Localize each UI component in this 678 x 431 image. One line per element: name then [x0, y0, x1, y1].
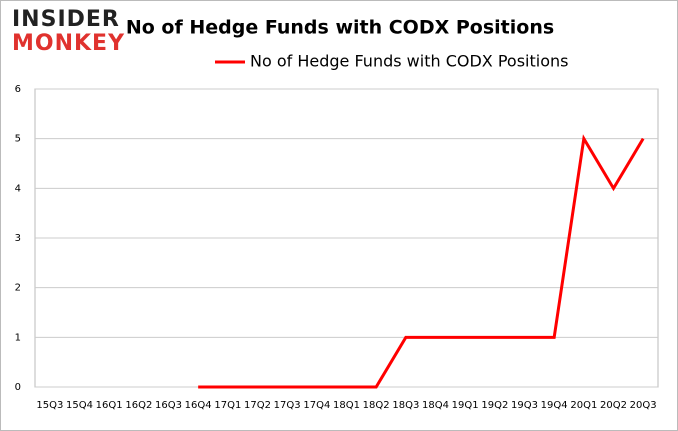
x-tick-label: 20Q2	[600, 400, 627, 411]
chart-title: No of Hedge Funds with CODX Positions	[126, 17, 554, 39]
x-tick-label: 16Q4	[185, 400, 212, 411]
x-tick-label: 15Q3	[36, 400, 63, 411]
x-tick-label: 17Q3	[274, 400, 301, 411]
y-tick-label: 2	[15, 283, 21, 294]
x-tick-label: 19Q3	[511, 400, 538, 411]
logo-line2: MONKEY	[12, 31, 125, 56]
legend-label: No of Hedge Funds with CODX Positions	[250, 52, 568, 71]
x-tick-label: 17Q4	[303, 400, 330, 411]
x-tick-label: 20Q3	[630, 400, 657, 411]
x-tick-label: 18Q1	[333, 400, 360, 411]
x-tick-label: 15Q4	[66, 400, 93, 411]
data-line	[198, 134, 645, 389]
x-tick-label: 18Q3	[392, 400, 419, 411]
x-tick-label: 16Q2	[125, 400, 152, 411]
y-tick-label: 0	[15, 382, 21, 393]
x-tick-label: 18Q2	[363, 400, 390, 411]
x-tick-label: 19Q4	[541, 400, 568, 411]
x-tick-label: 18Q4	[422, 400, 449, 411]
x-tick-label: 16Q1	[96, 400, 123, 411]
y-tick-label: 5	[15, 134, 21, 145]
x-tick-label: 16Q3	[155, 400, 182, 411]
y-tick-label: 1	[15, 332, 21, 343]
logo-line1: INSIDER	[12, 7, 120, 32]
x-tick-label: 20Q1	[570, 400, 597, 411]
y-tick-label: 3	[15, 233, 21, 244]
x-tick-label: 17Q2	[244, 400, 271, 411]
y-tick-label: 4	[15, 183, 21, 194]
x-tick-label: 17Q1	[214, 400, 241, 411]
y-tick-label: 6	[15, 84, 21, 95]
x-tick-label: 19Q1	[452, 400, 479, 411]
x-tick-label: 19Q2	[481, 400, 508, 411]
